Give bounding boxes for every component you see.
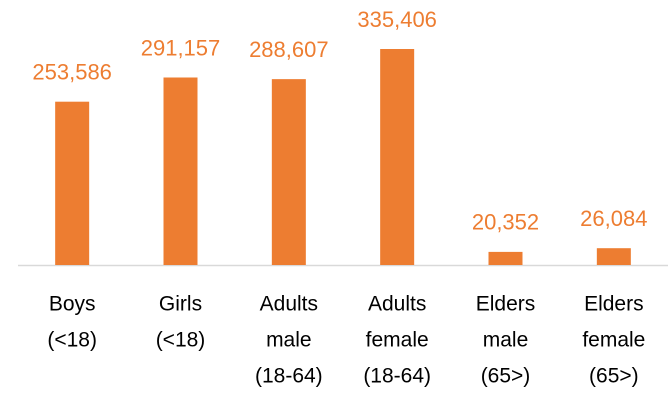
- value-label: 335,406: [357, 7, 437, 32]
- value-label: 288,607: [249, 37, 329, 62]
- x-tick-label: Adults: [368, 293, 426, 316]
- x-tick-label: (65>): [589, 365, 639, 388]
- bar: [596, 248, 631, 265]
- x-tick-label: Girls: [159, 293, 202, 316]
- bar: [271, 79, 306, 265]
- x-tick-label: (<18): [156, 329, 206, 352]
- x-tick-label: female: [366, 329, 429, 352]
- value-label: 253,586: [32, 60, 112, 85]
- x-tick-label: (<18): [47, 329, 97, 352]
- x-tick-label: male: [266, 329, 312, 352]
- x-tick-label: male: [483, 329, 529, 352]
- x-tick-label: Elders: [584, 293, 644, 316]
- bar: [488, 251, 523, 265]
- x-tick-label: (18-64): [255, 365, 323, 388]
- x-tick-label: Elders: [476, 293, 536, 316]
- bar: [163, 77, 198, 266]
- x-tick-label: (18-64): [363, 365, 431, 388]
- x-tick-label: (65>): [481, 365, 531, 388]
- value-label: 26,084: [580, 206, 647, 231]
- value-label: 291,157: [141, 35, 221, 60]
- bar: [55, 101, 90, 266]
- value-label: 20,352: [472, 210, 539, 235]
- x-tick-label: female: [582, 329, 645, 352]
- x-tick-label: Adults: [260, 293, 318, 316]
- bar: [380, 49, 415, 265]
- x-tick-label: Boys: [49, 293, 96, 316]
